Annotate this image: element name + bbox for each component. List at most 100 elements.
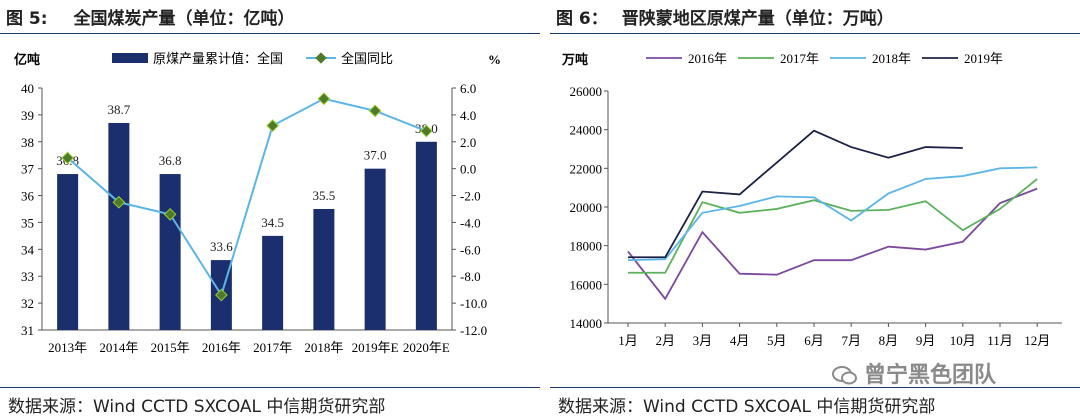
right-y-unit: %: [488, 52, 501, 67]
left-figure-panel: 图 5: 全国煤炭产量（单位：亿吨） 31 32 33 34 35 36 37 38 39 40 6.…: [0, 9, 540, 417]
right-figure-panel: 图 6： 晋陕蒙地区原煤产量（单位：万吨） 14000 16000 18000 2000…: [550, 0, 1080, 420]
series-line-2019年: [628, 129, 963, 259]
bar: [108, 122, 130, 330]
x-tick-label: 11月: [987, 333, 1013, 348]
x-tick-label: 2月: [655, 333, 675, 348]
x-tick-label: 2017年: [253, 340, 292, 355]
yoy-marker: [368, 104, 382, 118]
bar: [159, 174, 181, 330]
y-tick-label: 14000: [570, 316, 603, 331]
x-tick-label: 1月: [618, 333, 638, 348]
right-y-tick-label: -12.0: [460, 323, 487, 338]
bar-data-label: 34.5: [261, 215, 284, 230]
watermark: 曾宁黑色团队: [832, 357, 996, 389]
left-y-tick-label: 33: [21, 269, 34, 284]
left-bar-line-chart: 31 32 33 34 35 36 37 38 39 40 6.0 4.0 2.0 0.0 -2.0 -4.0…: [14, 51, 501, 355]
left-source-note: 数据来源：Wind CCTD SXCOAL 中信期货研究部: [8, 397, 386, 417]
x-tick-label: 9月: [916, 333, 936, 348]
x-tick-label: 4月: [730, 333, 750, 348]
yoy-marker: [163, 208, 177, 221]
left-y-tick-label: 31: [21, 323, 34, 338]
y-tick-label: 26000: [570, 84, 603, 99]
left-chart-axes: 31 32 33 34 35 36 37 38 39 40 6.0 4.0 2.0 0.0 -2.0 -4.0…: [14, 52, 501, 355]
left-chart-bars: 36.838.736.833.634.535.537.038.0: [56, 102, 438, 330]
x-tick-label: 12月: [1024, 333, 1050, 348]
yoy-marker: [61, 151, 74, 165]
x-tick-label: 2013年: [48, 340, 87, 355]
bar-data-label: 33.6: [210, 239, 233, 254]
legend-bar-label: 原煤产量累计值：全国: [153, 51, 283, 66]
x-tick-label: 2014年: [99, 340, 138, 355]
right-y-tick-label: 2.0: [460, 135, 476, 150]
bar-data-label: 37.0: [364, 148, 387, 163]
right-y-tick-label: -8.0: [460, 269, 481, 284]
left-source-rule: [0, 387, 540, 388]
right-line-chart: 14000 16000 18000 20000 22000 24000 26000 万吨 1月 2…: [561, 51, 1062, 348]
left-y-tick-label: 37: [21, 162, 35, 177]
left-y-tick-label: 36: [21, 189, 35, 204]
left-y-tick-label: 35: [21, 215, 34, 230]
y-tick-label: 16000: [570, 277, 603, 292]
left-y-tick-label: 32: [21, 296, 34, 311]
x-tick-label: 10月: [950, 333, 976, 348]
right-chart-lines: [627, 129, 1038, 301]
yoy-marker: [317, 92, 331, 106]
x-tick-label: 2015年: [151, 340, 190, 355]
x-tick-label: 2018年: [304, 340, 343, 355]
yoy-marker: [112, 195, 126, 209]
y-tick-label: 24000: [570, 123, 603, 138]
x-tick-label: 2020年E: [403, 340, 450, 355]
left-figure-number: 图 5:: [6, 9, 48, 29]
right-source-rule: [550, 387, 1080, 388]
bar-data-label: 38.7: [108, 102, 131, 117]
legend-bar-swatch: [112, 53, 148, 63]
right-figure-title: 图 6： 晋陕蒙地区原煤产量（单位：万吨）: [556, 4, 894, 29]
right-chart-legend: 2016年 2017年 2018年 2019年: [646, 51, 1003, 66]
series-line-2017年: [628, 178, 1038, 274]
left-chart-legend: 原煤产量累计值：全国 全国同比: [112, 51, 393, 66]
bar-data-label: 36.8: [159, 153, 182, 168]
left-figure-title-text: 全国煤炭产量（单位：亿吨）: [73, 9, 295, 29]
left-y-tick-label: 39: [21, 108, 34, 123]
left-y-tick-label: 38: [21, 135, 34, 150]
left-y-tick-label: 34: [21, 242, 35, 257]
y-unit-label: 万吨: [561, 52, 588, 67]
left-title-rule: [0, 33, 540, 34]
right-title-rule: [550, 33, 1080, 34]
legend-label: 2016年: [688, 51, 727, 66]
bar: [262, 235, 284, 330]
yoy-marker: [215, 288, 228, 302]
bar: [415, 141, 437, 330]
yoy-series-line: [66, 97, 427, 298]
bar-data-label: 35.5: [313, 188, 336, 203]
bar: [313, 209, 335, 330]
x-tick-label: 3月: [693, 333, 713, 348]
x-tick-label: 5月: [767, 333, 787, 348]
x-tick-label: 6月: [804, 333, 824, 348]
right-source-note: 数据来源：Wind CCTD SXCOAL 中信期货研究部: [558, 397, 936, 417]
legend-label: 2019年: [964, 51, 1003, 66]
right-chart-axes: 14000 16000 18000 20000 22000 24000 26000 万吨 1月 2…: [561, 52, 1062, 348]
right-y-tick-label: 4.0: [460, 108, 476, 123]
legend-line-label: 全国同比: [341, 51, 393, 66]
watermark-text: 曾宁黑色团队: [864, 363, 997, 388]
legend-line-marker: [315, 52, 327, 64]
wechat-icon: [832, 366, 857, 385]
right-y-tick-label: -6.0: [460, 242, 481, 257]
right-figure-number: 图 6：: [556, 9, 608, 29]
legend-label: 2017年: [780, 51, 819, 66]
x-tick-label: 2019年E: [352, 340, 399, 355]
yoy-marker: [420, 124, 433, 138]
left-chart-yoy-line: [61, 92, 433, 302]
series-line-2018年: [627, 166, 1038, 262]
bar: [364, 168, 386, 330]
y-tick-label: 20000: [570, 200, 603, 215]
left-y-tick-label: 40: [21, 81, 34, 96]
y-tick-label: 22000: [570, 161, 603, 176]
right-y-tick-label: -10.0: [460, 296, 487, 311]
x-tick-label: 8月: [879, 333, 899, 348]
legend-label: 2018年: [872, 51, 911, 66]
left-y-unit: 亿吨: [14, 52, 40, 67]
right-y-tick-label: 6.0: [460, 81, 476, 96]
x-tick-label: 7月: [841, 333, 861, 348]
